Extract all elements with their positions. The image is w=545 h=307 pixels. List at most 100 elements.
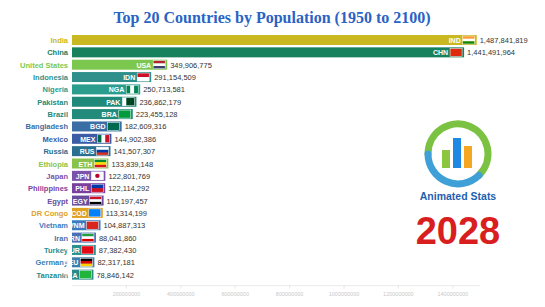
category-label: Vietnam (39, 221, 68, 230)
code-label: PAK (106, 99, 120, 106)
category-label: United States (20, 61, 68, 70)
flag (91, 172, 103, 180)
value-label: 1,441,491,964 (467, 48, 515, 57)
code-label: ETH (78, 161, 92, 168)
code-label: TZA (64, 272, 78, 279)
flag (137, 73, 149, 81)
code-label: DEU (64, 259, 79, 266)
bar (72, 171, 105, 181)
value-label: 223,455,128 (136, 110, 178, 119)
value-label: 78,846,142 (96, 271, 134, 280)
code-label: MEX (80, 136, 96, 143)
x-tick (398, 286, 399, 289)
x-tick (289, 286, 290, 289)
code-label: VNM (69, 222, 85, 229)
logo (428, 124, 488, 184)
year-label: 2028 (416, 210, 501, 252)
code-label: EGY (73, 198, 88, 205)
x-tick (235, 286, 236, 289)
value-label: 1,487,841,819 (480, 36, 528, 45)
x-tick-label: 200000000 (113, 291, 141, 297)
flag (96, 147, 108, 155)
chart: Top 20 Countries by Population (1950 to … (0, 0, 545, 307)
code-label: TUR (65, 247, 79, 254)
category-label: Philippines (28, 184, 68, 193)
value-label: 122,114,292 (108, 184, 149, 193)
x-tick-label: 1200000000 (383, 291, 414, 297)
category-label: Pakistan (37, 98, 68, 107)
value-label: 104,887,313 (104, 221, 146, 230)
value-label: 291,154,509 (154, 73, 196, 82)
brand-label: Animated Stats (420, 190, 497, 202)
category-label: China (47, 48, 69, 57)
flag (97, 135, 109, 143)
flag (119, 110, 131, 118)
flag (91, 184, 103, 192)
value-label: 236,862,179 (139, 98, 181, 107)
flag (87, 221, 99, 229)
code-label: CHN (433, 49, 448, 56)
x-tick (452, 286, 453, 289)
value-label: 250,713,581 (143, 85, 185, 94)
bar (72, 47, 464, 57)
flag (82, 246, 94, 254)
category-label: Bangladesh (25, 122, 68, 131)
value-label: 144,902,386 (114, 135, 156, 144)
category-label: Iran (54, 234, 68, 243)
bar (72, 159, 108, 169)
code-label: COD (71, 210, 87, 217)
category-label: Nigeria (43, 85, 69, 94)
bar (72, 35, 477, 45)
bar (72, 183, 105, 193)
flag (463, 36, 475, 44)
category-label: Russia (43, 147, 68, 156)
bar (72, 196, 104, 206)
flag (450, 48, 462, 56)
flag (153, 61, 165, 69)
category-label: Brazil (48, 110, 68, 119)
value-label: 122,801,769 (108, 172, 150, 181)
code-label: IRN (68, 235, 80, 242)
value-label: 88,041,860 (99, 234, 137, 243)
code-label: IDN (123, 74, 135, 81)
value-label: 87,382,430 (99, 246, 137, 255)
value-label: 141,507,307 (113, 147, 155, 156)
x-tick-label: 800000000 (276, 291, 304, 297)
code-label: JPN (76, 173, 90, 180)
x-tick (344, 286, 345, 289)
code-label: IND (449, 37, 461, 44)
title: Top 20 Countries by Population (1950 to … (113, 9, 430, 27)
labels: IndiaIND1,487,841,819ChinaCHN1,441,491,9… (20, 36, 528, 280)
bar (72, 84, 140, 94)
code-label: BGD (90, 123, 106, 130)
flag (89, 209, 101, 217)
code-label: NGA (109, 86, 125, 93)
code-label: RUS (80, 148, 95, 155)
x-tick-label: 1000000000 (329, 291, 360, 297)
flag (108, 122, 120, 130)
value-label: 349,906,775 (170, 61, 212, 70)
value-label: 116,197,457 (107, 197, 148, 206)
flag (82, 234, 94, 242)
x-tick-label: 1400000000 (438, 291, 469, 297)
bar (72, 109, 133, 119)
bar (72, 72, 151, 82)
bar (72, 146, 110, 156)
flag (126, 85, 138, 93)
category-label: Ethiopia (38, 160, 68, 169)
value-label: 133,839,148 (111, 160, 153, 169)
x-axis (72, 285, 480, 286)
code-label: BRA (102, 111, 117, 118)
category-label: Japan (46, 172, 68, 181)
x-tick (180, 286, 181, 289)
x-tick (126, 286, 127, 289)
category-label: Indonesia (33, 73, 69, 82)
bar (72, 97, 136, 107)
x-tick-label: 600000000 (221, 291, 249, 297)
category-label: Mexico (43, 135, 69, 144)
code-label: USA (136, 62, 151, 69)
value-label: 113,314,199 (106, 209, 147, 218)
flag (94, 160, 106, 168)
flag (79, 271, 91, 279)
bar (72, 134, 111, 144)
